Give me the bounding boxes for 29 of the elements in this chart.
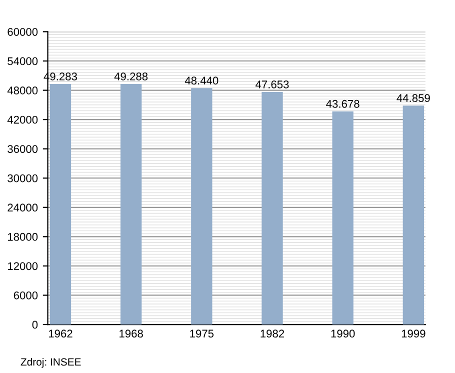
y-tick-label: 54000	[8, 57, 38, 66]
y-tick-label: 48000	[7, 86, 38, 94]
y-tick-label: 24000	[8, 204, 38, 212]
x-tick-label: 1999	[402, 330, 426, 338]
bar	[262, 92, 283, 325]
data-label: 48.440	[184, 76, 218, 85]
y-tick-label: 0	[32, 320, 38, 329]
y-tick-label: 36000	[8, 145, 38, 153]
data-label: 49.288	[114, 72, 148, 80]
x-tick-label: 1962	[48, 330, 72, 338]
data-label: 47.653	[256, 80, 289, 88]
data-label: 43.678	[326, 100, 360, 108]
x-tick-label: 1982	[260, 330, 284, 338]
text: Zdroj: INSEE	[20, 358, 81, 368]
y-tick-label: 18000	[8, 232, 38, 241]
x-tick-label: 1975	[190, 330, 214, 338]
bar	[402, 106, 424, 325]
x-tick-label: 1990	[331, 330, 355, 338]
x-tick-label: 1968	[120, 330, 143, 338]
bar	[191, 88, 212, 325]
data-label: 44.859	[396, 94, 430, 102]
bar	[332, 111, 354, 325]
y-tick-label: 6000	[14, 291, 38, 300]
bar	[50, 84, 72, 325]
y-tick-label: 60000	[8, 28, 38, 36]
y-tick-label: 30000	[8, 174, 38, 182]
bar	[120, 84, 142, 325]
y-tick-label: 12000	[8, 262, 38, 270]
y-tick-label: 42000	[7, 116, 38, 124]
